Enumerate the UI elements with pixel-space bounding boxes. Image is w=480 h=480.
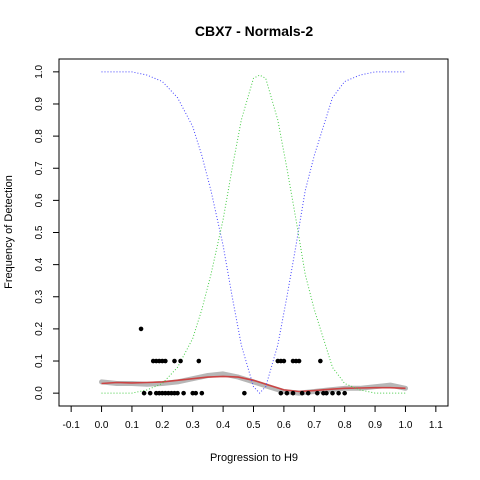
data-point — [336, 390, 341, 396]
data-point — [193, 390, 199, 396]
data-point — [318, 358, 323, 364]
data-point — [178, 358, 183, 364]
data-point — [278, 390, 284, 396]
x-tick-label: -0.1 — [63, 420, 81, 431]
x-tick-label: 1.1 — [429, 420, 443, 431]
data-point — [163, 358, 168, 364]
x-tick-label: 0.7 — [307, 420, 321, 431]
data-point — [305, 390, 311, 396]
y-tick-label: 1.0 — [34, 64, 45, 78]
x-tick-label: 0.9 — [368, 420, 382, 431]
y-tick-label: 0.1 — [34, 354, 45, 368]
y-tick-label: 0.0 — [34, 386, 45, 400]
data-point — [138, 326, 144, 332]
probability-curve — [101, 71, 406, 394]
data-point — [281, 358, 287, 364]
y-axis: 0.0 0.1 0.2 0.3 0.4 0.5 0.6 0.7 0.8 0.9 1.0 — [34, 64, 59, 400]
data-point — [342, 390, 347, 396]
data-point — [330, 390, 335, 396]
data-point — [290, 390, 296, 396]
data-point — [196, 358, 202, 364]
data-point — [147, 390, 153, 396]
chart-title: CBX7 - Normals-2 — [195, 23, 313, 39]
y-tick-label: 0.9 — [34, 97, 45, 111]
x-tick-label: 0.0 — [95, 420, 109, 431]
x-axis-title: Progression to H9 — [210, 452, 298, 464]
y-tick-label: 0.4 — [34, 257, 45, 271]
series-layer — [99, 71, 408, 396]
y-tick-label: 0.6 — [34, 193, 45, 207]
x-tick-label: 0.5 — [247, 420, 261, 431]
x-tick-label: 0.3 — [186, 420, 200, 431]
plot-frame — [58, 58, 449, 407]
data-point — [242, 390, 247, 396]
y-tick-label: 0.3 — [34, 289, 45, 303]
data-point — [299, 390, 305, 396]
x-tick-label: 0.1 — [125, 420, 139, 431]
data-point — [175, 390, 180, 396]
y-tick-label: 0.8 — [34, 129, 45, 143]
fit-line — [101, 375, 406, 393]
x-axis: -0.1 0.0 0.1 0.2 0.3 0.4 0.5 0.6 0.7 0.8 0.9 1.0 1.1 — [63, 406, 443, 431]
x-tick-label: 0.8 — [338, 420, 352, 431]
data-point — [181, 390, 186, 396]
y-axis-title: Frequency of Detection — [3, 175, 15, 289]
data-point — [141, 390, 147, 396]
y-tick-label: 0.7 — [34, 161, 45, 175]
data-point — [284, 390, 290, 396]
y-tick-label: 0.5 — [34, 225, 45, 239]
x-tick-label: 0.4 — [216, 420, 230, 431]
data-point — [172, 358, 177, 364]
x-tick-label: 0.2 — [155, 420, 169, 431]
data-point — [199, 390, 205, 396]
data-point — [324, 390, 329, 396]
data-point — [315, 390, 320, 396]
probability-curve — [101, 74, 406, 394]
x-tick-label: 0.6 — [277, 420, 291, 431]
y-tick-label: 0.2 — [34, 322, 45, 336]
x-tick-label: 1.0 — [399, 420, 413, 431]
data-point — [296, 358, 302, 364]
